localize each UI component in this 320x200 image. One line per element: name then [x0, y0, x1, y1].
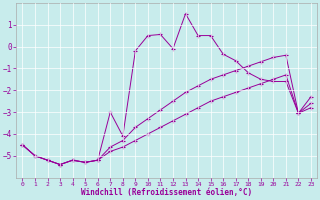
- X-axis label: Windchill (Refroidissement éolien,°C): Windchill (Refroidissement éolien,°C): [81, 188, 252, 197]
